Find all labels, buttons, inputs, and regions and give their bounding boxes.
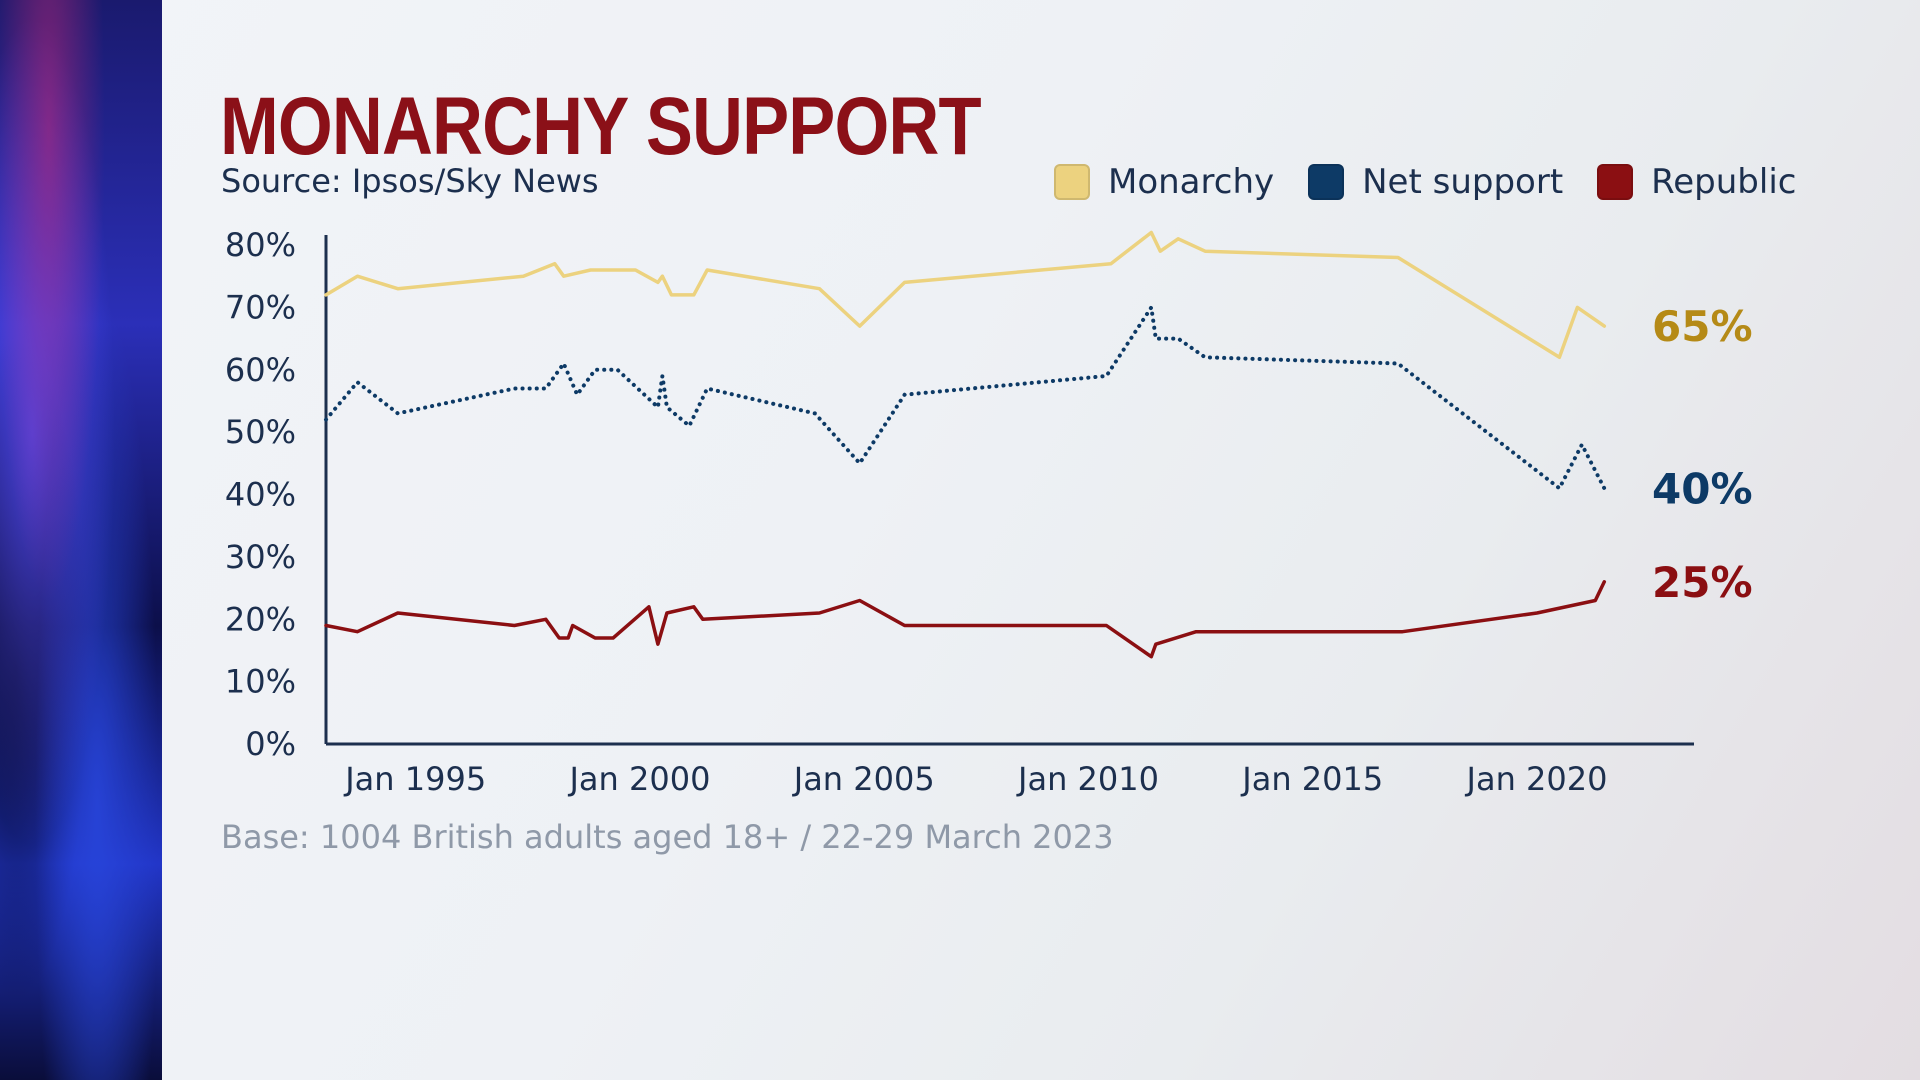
legend-swatch-net-support <box>1308 164 1345 200</box>
background-panel <box>0 0 162 1080</box>
legend-item-republic: Republic <box>1597 162 1796 202</box>
legend-swatch-republic <box>1597 164 1634 200</box>
series-line-monarchy <box>324 230 1607 360</box>
y-tick-label: 60% <box>225 351 296 389</box>
y-tick-label: 70% <box>225 288 296 326</box>
end-label-republic: 25% <box>1652 558 1753 607</box>
end-label-net-support: 40% <box>1652 464 1753 513</box>
series-line-republic <box>324 580 1607 659</box>
y-tick-label: 20% <box>225 600 296 638</box>
x-tick-label: Jan 2000 <box>567 760 710 798</box>
legend-label-monarchy: Monarchy <box>1108 162 1275 202</box>
y-tick-label: 80% <box>225 226 296 264</box>
x-tick-label: Jan 2005 <box>792 760 935 798</box>
y-tick-label: 50% <box>225 413 296 451</box>
y-tick-label: 30% <box>225 538 296 576</box>
legend-label-net-support: Net support <box>1362 162 1564 202</box>
x-tick-label: Jan 2010 <box>1016 760 1159 798</box>
x-tick-label: Jan 2015 <box>1240 760 1383 798</box>
legend-swatch-monarchy <box>1054 164 1090 200</box>
y-tick-label: 10% <box>225 663 296 701</box>
chart-source: Source: Ipsos/Sky News <box>221 162 599 200</box>
legend: Monarchy Net support Republic <box>1054 160 1830 204</box>
end-label-monarchy: 65% <box>1652 302 1753 351</box>
legend-label-republic: Republic <box>1651 162 1797 202</box>
legend-item-monarchy: Monarchy <box>1054 162 1274 202</box>
series-line-net-support <box>324 305 1607 491</box>
y-tick-label: 40% <box>225 476 296 514</box>
chart-footnote: Base: 1004 British adults aged 18+ / 22-… <box>221 818 1114 856</box>
y-tick-label: 0% <box>245 725 296 763</box>
x-tick-label: Jan 2020 <box>1465 760 1608 798</box>
chart-title: MONARCHY SUPPORT <box>220 81 982 172</box>
legend-item-net-support: Net support <box>1308 162 1563 202</box>
x-tick-label: Jan 1995 <box>343 760 486 798</box>
